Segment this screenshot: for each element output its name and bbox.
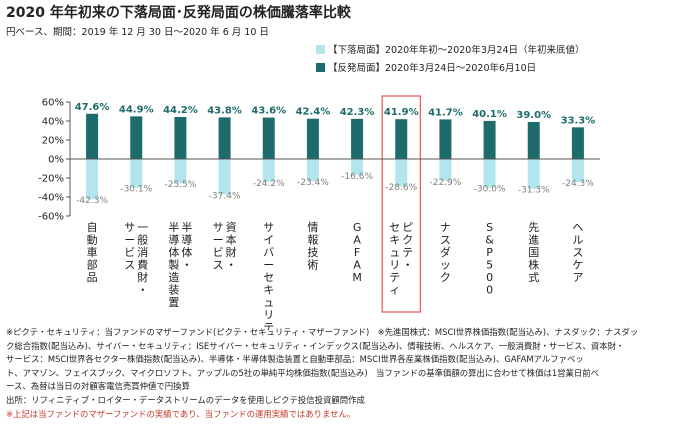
data-label-decline: -23.4%	[297, 178, 329, 188]
y-tick-label: -60%	[38, 212, 64, 223]
bar-decline	[571, 159, 584, 183]
category-label: サービス	[124, 221, 135, 272]
data-label-decline: -31.3%	[518, 186, 550, 196]
legend-item-decline: 【下落局面】2020年年初～2020年3月24日（年初来底値）	[316, 40, 585, 58]
legend-swatch-rebound	[316, 62, 325, 72]
bar-rebound	[571, 127, 584, 159]
data-label-decline: -25.5%	[164, 180, 196, 190]
bar-decline	[439, 159, 452, 181]
data-label-rebound: 43.8%	[207, 105, 242, 116]
legend: 【下落局面】2020年年初～2020年3月24日（年初来底値） 【反発局面】20…	[316, 40, 585, 76]
bar-decline	[130, 159, 143, 188]
footnote-line: ク総合指数(配当込み)、サイバー・セキュリティ：ISEサイバー・セキュリティ・イ…	[6, 340, 625, 351]
y-tick-label: -20%	[38, 174, 64, 185]
bar-rebound	[174, 117, 187, 159]
category-label: ナスダック	[440, 221, 451, 284]
category-label: 半導体・	[181, 220, 192, 272]
bar-decline	[262, 159, 275, 182]
bar-chart: 60% 40% 20% 0% -20% -40% -60% 47.6% -42.3% 44.9% -…	[38, 95, 600, 330]
y-tick-label: 0%	[48, 155, 64, 166]
bar-decline	[174, 159, 187, 184]
y-tick-label: 20%	[42, 136, 64, 147]
bar-rebound	[306, 118, 319, 159]
data-label-rebound: 47.6%	[75, 102, 110, 113]
bar-rebound	[439, 119, 452, 159]
footnote-line: ト、アマゾン、フェイスブック、マイクロソフト、アップルの5社の単純平均株価指数(…	[6, 367, 600, 378]
data-label-rebound: 40.1%	[472, 109, 507, 120]
bar-decline	[351, 159, 364, 175]
data-label-rebound: 44.9%	[119, 104, 154, 115]
legend-item-rebound: 【反発局面】2020年3月24日～2020年6月10日	[316, 58, 585, 76]
data-label-rebound: 41.9%	[384, 107, 419, 118]
category-label: サービス	[213, 221, 224, 272]
footnote-line: ※ピクテ・セキュリティ：当ファンドのマザーファンド(ピクテ・セキュリティ・マザー…	[6, 327, 639, 337]
data-label-rebound: 42.4%	[296, 107, 331, 118]
bar-decline	[527, 159, 540, 189]
bar-decline	[395, 159, 408, 187]
category-label: 情報技術	[307, 221, 318, 272]
data-label-decline: -30.1%	[120, 185, 152, 195]
footnote-line: サービス：MSCI世界各セクター株価指数(配当込み)、半導体・半導体製造装置と自…	[6, 354, 584, 365]
category-label: ヘルスケア	[572, 221, 583, 284]
data-label-rebound: 41.7%	[428, 107, 463, 118]
data-label-decline: -16.6%	[341, 172, 373, 182]
data-label-rebound: 43.6%	[251, 106, 286, 117]
category-label: 先進国株式	[528, 221, 539, 284]
bar-decline	[306, 159, 319, 182]
data-label-decline: -42.3%	[76, 196, 108, 206]
data-label-decline: -30.0%	[474, 185, 506, 195]
category-label: 自動車部品	[87, 221, 98, 284]
data-label-decline: -28.6%	[385, 183, 417, 193]
data-label-decline: -37.4%	[209, 192, 241, 202]
y-tick-label: -40%	[38, 193, 64, 204]
bar-rebound	[483, 120, 496, 159]
bar-rebound	[130, 116, 143, 159]
highlight-box	[381, 95, 421, 313]
bar-rebound	[395, 119, 408, 159]
y-tick-label: 40%	[42, 117, 64, 128]
footnote-disclaimer: ※上記は当ファンドのマザーファンドの実績であり、当ファンドの運用実績ではありませ…	[6, 408, 356, 419]
bar-decline	[86, 159, 99, 200]
data-label-rebound: 42.3%	[340, 107, 375, 118]
chart-subtitle: 円ベース、期間：2019 年 12 月 30 日～2020 年 6 月 10 日	[6, 27, 269, 38]
bar-rebound	[262, 117, 275, 159]
legend-label-rebound: 【反発局面】2020年3月24日～2020年6月10日	[328, 63, 537, 74]
category-label: S & P 5 0 0	[485, 221, 494, 297]
footnotes: ※ピクテ・セキュリティ：当ファンドのマザーファンド(ピクテ・セキュリティ・マザー…	[6, 326, 688, 421]
legend-label-decline: 【下落局面】2020年年初～2020年3月24日（年初来底値）	[328, 45, 585, 56]
bar-decline	[218, 159, 231, 195]
data-label-decline: -24.3%	[562, 179, 594, 189]
category-label: ピクテ・	[402, 221, 413, 272]
chart-title: 2020 年年初来の下落局面･反発局面の株価騰落率比較	[6, 5, 351, 21]
data-label-rebound: 39.0%	[516, 110, 551, 121]
bar-decline	[483, 159, 496, 188]
bar-rebound	[527, 121, 540, 159]
data-label-decline: -24.2%	[253, 179, 285, 189]
footnote-source: 出所：リフィニティブ・ロイター・データストリームのデータを使用しピクテ投信投資顧…	[6, 394, 365, 405]
bar-rebound	[218, 117, 231, 159]
category-label: 一般消費財・	[137, 221, 148, 297]
category-label: セキュリティ	[389, 221, 400, 297]
data-label-decline: -22.9%	[429, 178, 461, 188]
bar-rebound	[86, 113, 99, 159]
footnote-line: ース、為替は当日の対顧客電信売買仲値で円換算	[6, 381, 190, 392]
category-label: サイバーセキュリティ	[263, 221, 274, 330]
category-label: 資本財・	[226, 221, 237, 272]
legend-swatch-decline	[316, 44, 325, 54]
bar-rebound	[351, 118, 364, 159]
data-label-rebound: 44.2%	[163, 105, 198, 116]
data-label-rebound: 33.3%	[561, 115, 596, 126]
y-tick-label: 60%	[42, 98, 64, 109]
category-label: 半導体製造装置	[168, 220, 179, 309]
